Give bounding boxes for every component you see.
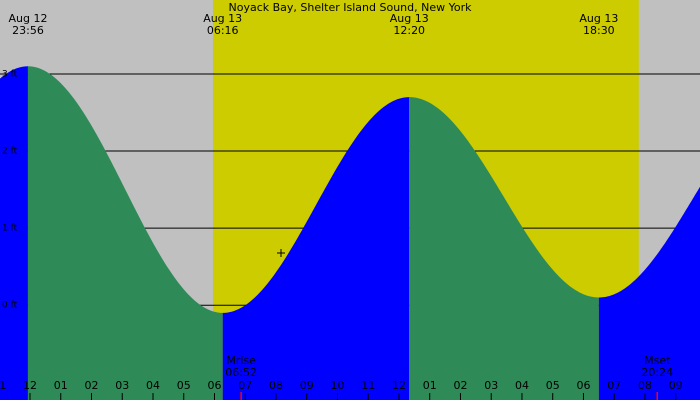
tide-area — [0, 66, 28, 400]
y-tick-label: 1 ft — [2, 224, 18, 234]
x-tick-label: 09 — [669, 379, 683, 392]
x-tick-label: 03 — [484, 379, 498, 392]
x-tick-label: 07 — [607, 379, 621, 392]
moon-label: Mrise — [226, 354, 256, 367]
x-tick-label: 06 — [576, 379, 590, 392]
x-tick-label: 02 — [453, 379, 467, 392]
x-tick-label: 01 — [54, 379, 68, 392]
x-tick-label: 05 — [177, 379, 191, 392]
x-tick-label: 12 — [392, 379, 406, 392]
moon-time: 06:52 — [225, 366, 257, 379]
x-tick-label: 08 — [269, 379, 283, 392]
cursor-cross — [277, 249, 285, 257]
x-tick-label: 09 — [300, 379, 314, 392]
tide-area — [27, 66, 223, 400]
y-tick-label: 3 ft — [2, 69, 18, 79]
moon-time: 20:24 — [641, 366, 673, 379]
chart-title: Noyack Bay, Shelter Island Sound, New Yo… — [228, 1, 472, 14]
x-tick-label: 04 — [146, 379, 160, 392]
y-tick-label: 2 ft — [2, 147, 18, 157]
x-tick-label: 08 — [638, 379, 652, 392]
extreme-time: 06:16 — [207, 24, 239, 37]
x-tick-label: 12 — [23, 379, 37, 392]
extreme-time: 18:30 — [583, 24, 615, 37]
x-tick-label: 01 — [423, 379, 437, 392]
x-tick-label: 11 — [361, 379, 375, 392]
y-tick-label: 0 ft — [2, 301, 18, 311]
extreme-time: 12:20 — [393, 24, 425, 37]
extreme-date: Aug 13 — [203, 12, 242, 25]
tide-area — [598, 186, 700, 400]
x-tick-label: 05 — [546, 379, 560, 392]
extreme-date: Aug 13 — [579, 12, 618, 25]
tide-area — [222, 97, 410, 400]
moon-label: Mset — [644, 354, 671, 367]
extreme-date: Aug 12 — [9, 12, 48, 25]
x-tick-label: 10 — [330, 379, 344, 392]
x-tick-label: 04 — [515, 379, 529, 392]
x-tick-label: 06 — [207, 379, 221, 392]
x-tick-label: 03 — [115, 379, 129, 392]
extreme-time: 23:56 — [12, 24, 44, 37]
x-tick-label: 07 — [238, 379, 252, 392]
extreme-date: Aug 13 — [390, 12, 429, 25]
x-tick-label: 11 — [0, 379, 6, 392]
tide-area — [409, 97, 599, 400]
x-tick-label: 02 — [84, 379, 98, 392]
